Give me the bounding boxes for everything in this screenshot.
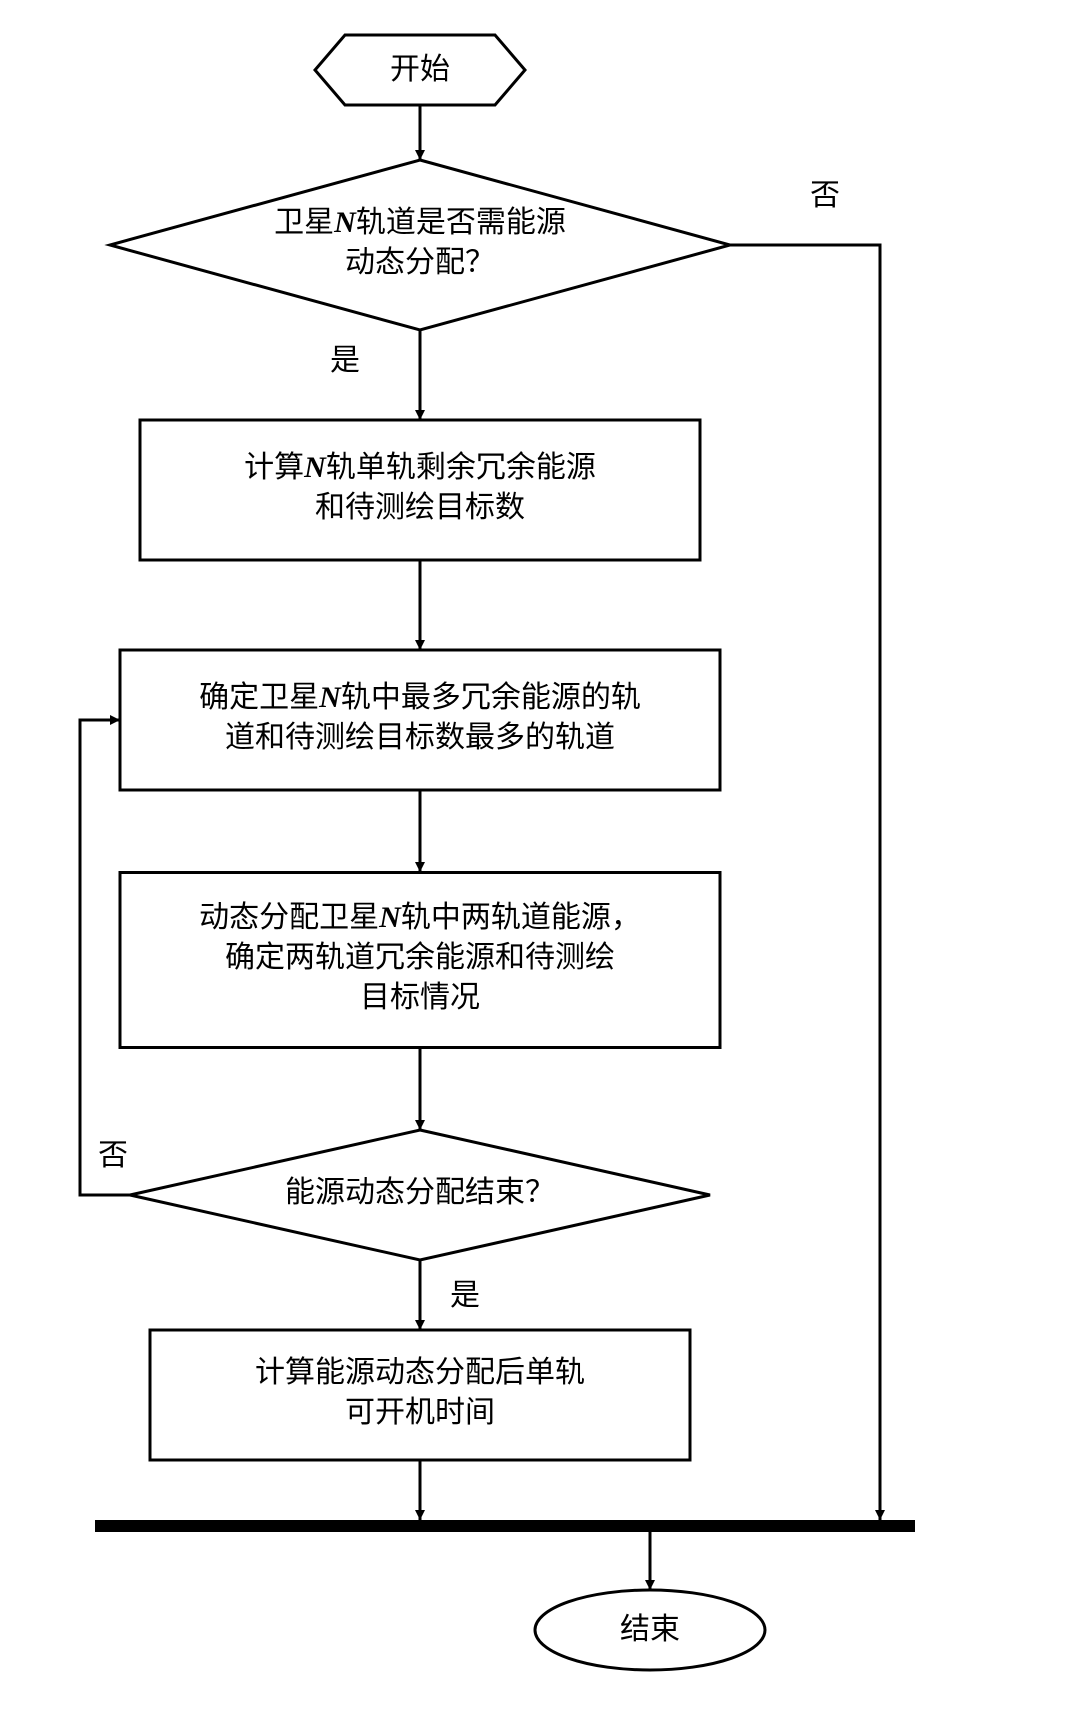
edge-d1-no: [730, 245, 880, 1520]
end-label: 结束: [620, 1613, 680, 1646]
proc3-text: 动态分配卫星N轨中两轨道能源，: [199, 901, 641, 934]
edge-label: 否: [810, 179, 840, 212]
proc3-text: 目标情况: [360, 981, 480, 1014]
edge-label: 是: [450, 1279, 480, 1312]
proc4-text: 计算能源动态分配后单轨: [255, 1356, 585, 1389]
edge-label: 是: [330, 344, 360, 377]
decision2-text: 能源动态分配结束？: [285, 1176, 555, 1209]
proc2-text: 确定卫星N轨中最多冗余能源的轨: [199, 681, 641, 714]
decision1-text: 卫星N轨道是否需能源: [274, 206, 566, 239]
flowchart-diagram: 是是否否开始卫星N轨道是否需能源动态分配？计算N轨单轨剩余冗余能源和待测绘目标数…: [20, 20, 1067, 1693]
proc4-text: 可开机时间: [345, 1396, 495, 1429]
proc1-text: 计算N轨单轨剩余冗余能源: [244, 451, 596, 484]
decision1-text: 动态分配？: [345, 246, 495, 279]
sync-bar: [95, 1520, 915, 1532]
proc2-text: 道和待测绘目标数最多的轨道: [225, 721, 615, 754]
edge-label: 否: [98, 1139, 128, 1172]
proc3-text: 确定两轨道冗余能源和待测绘: [225, 941, 615, 974]
proc1-text: 和待测绘目标数: [315, 491, 525, 524]
start-label: 开始: [390, 53, 450, 86]
